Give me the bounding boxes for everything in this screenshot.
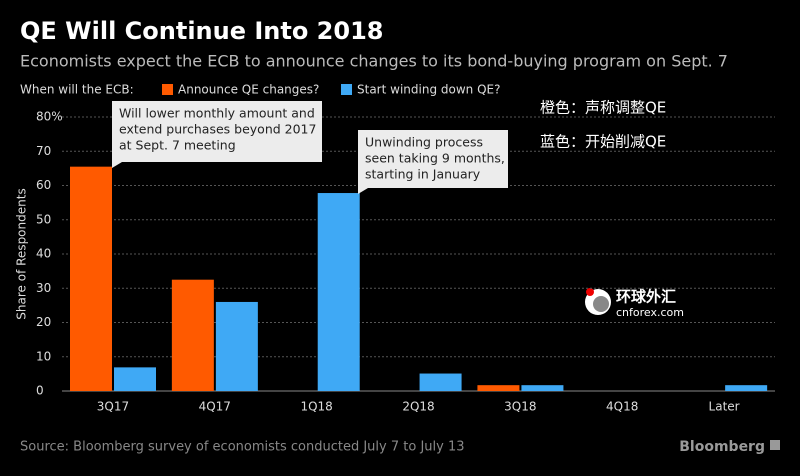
y-tick-label: 0 [36,384,44,398]
y-tick-label: 20 [36,315,51,329]
brand-icon [770,440,780,450]
bar [317,193,360,391]
note: 橙色：声称调整QE [540,99,666,117]
y-tick-label: 10 [36,349,51,363]
brand: Bloomberg [679,439,765,455]
bar [419,373,462,391]
legend-swatch [162,84,173,95]
watermark: 环球外汇 cnforex.com [585,288,684,319]
watermark-logo [586,288,594,296]
x-tick-label: 2Q18 [402,400,434,414]
x-tick-label: 1Q18 [300,400,332,414]
watermark-text: cnforex.com [616,306,684,319]
annotation-box [112,101,322,162]
annotation-text: extend purchases beyond 2017 [119,122,316,137]
y-axis-label: Share of Respondents [15,188,29,319]
y-tick-label: 30 [36,281,51,295]
y-tick-label: 70 [36,144,51,158]
y-tick-label: 60 [36,178,51,192]
bar [171,279,214,391]
x-tick-label: 3Q17 [97,400,129,414]
annotation-text: Unwinding process [365,135,483,150]
annotation-text: at Sept. 7 meeting [119,138,236,153]
legend-label: Announce QE changes? [178,83,319,97]
bar [114,367,156,391]
x-tick-label: 4Q17 [199,400,231,414]
note: 蓝色：开始削减QE [540,133,666,151]
bar [215,301,258,391]
legend-title: When will the ECB: [20,83,134,97]
bar [521,385,564,391]
annotation-text: seen taking 9 months, [365,151,505,166]
x-tick-label: 4Q18 [606,400,638,414]
legend-swatch [341,84,352,95]
source: Source: Bloomberg survey of economists c… [20,440,465,455]
y-tick-label: 50 [36,212,51,226]
watermark-logo [593,296,609,312]
bar [725,385,768,391]
chart-title: QE Will Continue Into 2018 [20,17,383,45]
annotation-text: starting in January [365,167,481,182]
x-tick-label: Later [709,400,740,414]
annotation-pointer [112,162,122,168]
watermark-text: 环球外汇 [616,288,676,306]
annotation-pointer [358,188,368,194]
annotation-box [358,130,508,188]
y-tick-label: 40 [36,247,51,261]
x-tick-label: 3Q18 [504,400,536,414]
annotation-text: Will lower monthly amount and [119,106,315,121]
bar [70,166,112,391]
bar [477,385,520,391]
legend-label: Start winding down QE? [357,83,500,97]
y-tick-label: 80% [36,110,63,124]
subtitle: Economists expect the ECB to announce ch… [20,52,728,71]
